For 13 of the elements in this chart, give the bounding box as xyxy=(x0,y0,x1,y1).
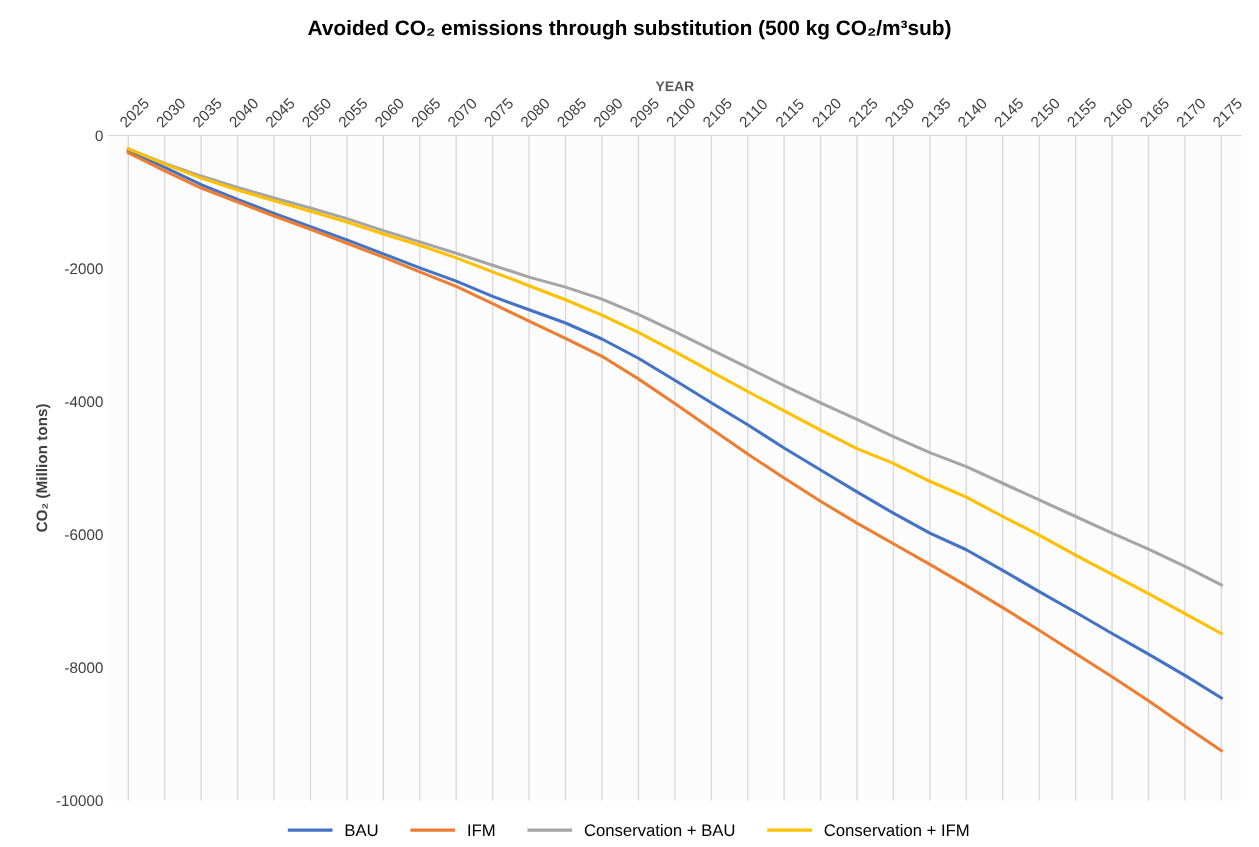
y-axis-title: CO₂ (Million tons) xyxy=(36,404,51,532)
y-tick-label: -6000 xyxy=(65,529,103,541)
legend-label: IFM xyxy=(468,824,495,836)
y-tick-label: -4000 xyxy=(65,396,103,408)
legend-label: BAU xyxy=(345,824,378,837)
y-tick-label: -2000 xyxy=(65,263,103,275)
y-tick-label: -10000 xyxy=(56,795,103,807)
chart-title: Avoided CO₂ emissions through substitution (500 kg CO₂/m³sub) xyxy=(308,19,951,40)
y-tick-label: -8000 xyxy=(65,662,103,674)
legend-label: Conservation + IFM xyxy=(824,823,969,837)
legend-label: Conservation + BAU xyxy=(584,823,735,837)
x-axis-title: YEAR xyxy=(655,81,694,91)
y-tick-label: 0 xyxy=(95,130,103,142)
